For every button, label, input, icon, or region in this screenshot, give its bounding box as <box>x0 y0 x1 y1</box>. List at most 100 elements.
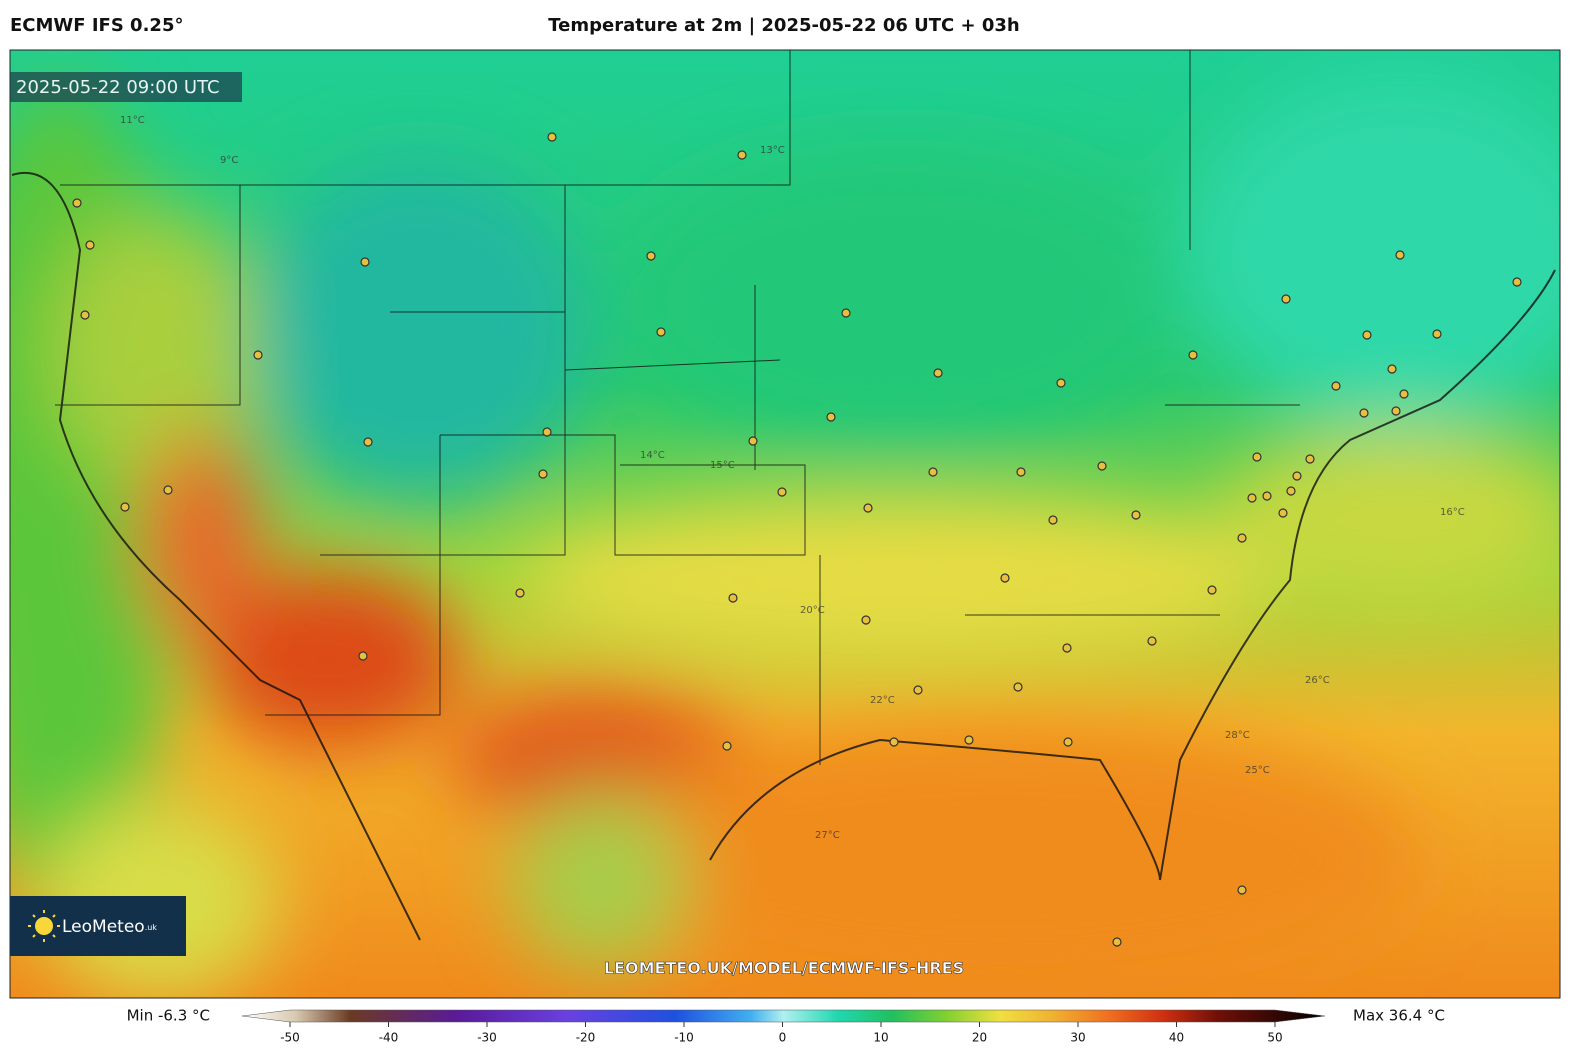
logo-name: LeoMeteo <box>62 917 145 937</box>
map-frame <box>9 49 1561 999</box>
city-marker <box>1432 329 1442 339</box>
city-marker <box>1147 636 1157 646</box>
city-marker <box>1056 378 1066 388</box>
city-marker <box>1305 454 1315 464</box>
map: 9°C 11°C 13°C 14°C 15°C 16°C 20°C 22°C 25°C 26°C 2… <box>10 50 1560 998</box>
temperature-field <box>10 70 1560 998</box>
valid-time-box <box>10 72 242 102</box>
city-marker <box>85 240 95 250</box>
city-marker <box>1262 491 1272 501</box>
city-marker <box>1000 573 1010 583</box>
city-marker <box>826 412 836 422</box>
city-marker <box>358 651 368 661</box>
city-marker <box>1399 389 1409 399</box>
logo-rays <box>28 910 60 942</box>
contour-label: 11°C <box>120 115 145 126</box>
colorbar-tick-label: 0 <box>779 1031 787 1045</box>
city-marker <box>1062 643 1072 653</box>
contour-label: 20°C <box>800 605 825 616</box>
city-marker <box>646 251 656 261</box>
contour-label: 14°C <box>640 450 665 461</box>
contour-label: 25°C <box>1245 765 1270 776</box>
city-marker <box>913 685 923 695</box>
min-label: Min -6.3 °C <box>127 1007 210 1025</box>
contour-label: 9°C <box>220 155 238 166</box>
city-marker <box>538 469 548 479</box>
city-marker <box>1512 277 1522 287</box>
city-marker <box>656 327 666 337</box>
city-marker <box>547 132 557 142</box>
city-marker <box>1097 461 1107 471</box>
city-marker <box>360 257 370 267</box>
colorbar-tick-label: 50 <box>1267 1031 1282 1045</box>
city-marker <box>1188 350 1198 360</box>
map-title: Temperature at 2m | 2025-05-22 06 UTC + … <box>548 15 1019 36</box>
city-marker <box>928 467 938 477</box>
colorbar-tick-label: -50 <box>280 1031 300 1045</box>
city-marker <box>515 588 525 598</box>
city-marker <box>889 737 899 747</box>
colorbar-ticks: -50 -40 -30 -20 -10 0 10 20 30 40 50 <box>280 1022 1283 1045</box>
city-marker <box>1391 406 1401 416</box>
city-marker <box>1063 737 1073 747</box>
city-marker <box>1048 515 1058 525</box>
contour-label: 16°C <box>1440 507 1465 518</box>
city-marker <box>72 198 82 208</box>
colorbar-tick-label: -40 <box>379 1031 399 1045</box>
colorbar-tick-label: 10 <box>873 1031 888 1045</box>
city-marker <box>1131 510 1141 520</box>
logo-sun <box>35 917 53 935</box>
city-marker <box>1281 294 1291 304</box>
model-name: ECMWF IFS 0.25° <box>10 15 183 36</box>
city-marker <box>1016 467 1026 477</box>
city-marker <box>542 427 552 437</box>
city-marker <box>861 615 871 625</box>
city-marker <box>728 593 738 603</box>
city-marker <box>1362 330 1372 340</box>
city-marker <box>120 502 130 512</box>
colorbar-tick-label: -20 <box>576 1031 596 1045</box>
contour-label: 28°C <box>1225 730 1250 741</box>
city-marker <box>863 503 873 513</box>
colorbar-tick-label: -30 <box>477 1031 497 1045</box>
city-marker <box>1207 585 1217 595</box>
city-marker <box>1237 885 1247 895</box>
city-marker <box>1237 533 1247 543</box>
state-borders <box>11 50 1556 941</box>
city-marker <box>1278 508 1288 518</box>
valid-time: 2025-05-22 09:00 UTC <box>16 77 220 98</box>
city-marker <box>363 437 373 447</box>
contour-label: 22°C <box>870 695 895 706</box>
city-marker <box>964 735 974 745</box>
city-marker <box>737 150 747 160</box>
logo-suffix: .uk <box>145 923 158 932</box>
city-marker <box>80 310 90 320</box>
city-marker <box>1331 381 1341 391</box>
contour-label: 13°C <box>760 145 785 156</box>
city-marker <box>748 436 758 446</box>
colorbar-tick-label: 30 <box>1070 1031 1085 1045</box>
city-marker <box>1247 493 1257 503</box>
city-marker <box>253 350 263 360</box>
source-url: LEOMETEO.UK/MODEL/ECMWF-IFS-HRES <box>604 959 964 978</box>
city-marker <box>163 485 173 495</box>
city-marker <box>722 741 732 751</box>
contour-label: 15°C <box>710 460 735 471</box>
logo-text: LeoMeteo.uk <box>62 917 157 937</box>
city-marker <box>1292 471 1302 481</box>
colorbar-tick-label: -10 <box>674 1031 694 1045</box>
max-label: Max 36.4 °C <box>1353 1007 1445 1025</box>
contour-label: 27°C <box>815 830 840 841</box>
city-marker <box>1359 408 1369 418</box>
colorbar-tick-label: 40 <box>1169 1031 1184 1045</box>
city-marker <box>933 368 943 378</box>
city-marker <box>1286 486 1296 496</box>
city-marker <box>777 487 787 497</box>
contour-labels: 9°C 11°C 13°C 14°C 15°C 16°C 20°C 22°C 25°C 26°C 2… <box>120 115 1465 841</box>
city-marker <box>1252 452 1262 462</box>
city-marker <box>1112 937 1122 947</box>
city-marker <box>1387 364 1397 374</box>
colorbar <box>241 1009 1326 1023</box>
city-marker <box>841 308 851 318</box>
